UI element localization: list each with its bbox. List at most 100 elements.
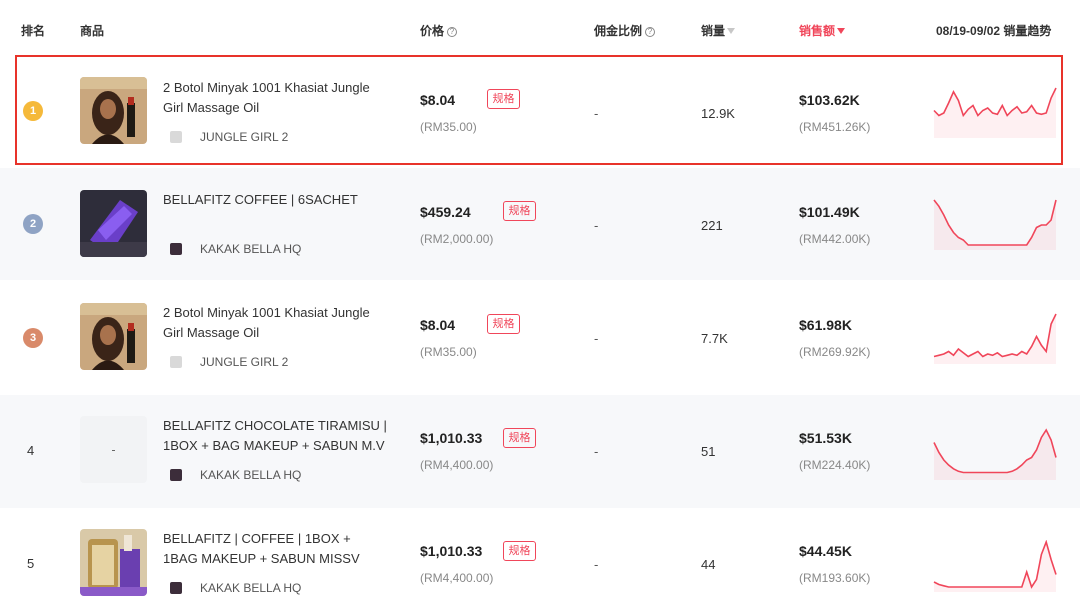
product-name[interactable]: 2 Botol Minyak 1001 Khasiat Jungle Girl …	[163, 80, 370, 115]
sparkline-area	[934, 200, 1056, 250]
sales-count: 12.9K	[701, 106, 735, 121]
table-row[interactable]: 3 2 Botol Minyak 1001 Khasiat Jungle Gir…	[0, 280, 1080, 395]
product-name[interactable]: BELLAFITZ CHOCOLATE TIRAMISU | 1BOX + BA…	[163, 418, 387, 453]
commission: -	[594, 218, 599, 233]
sales-trend-sparkline	[933, 87, 1057, 138]
sparkline-area	[934, 430, 1056, 480]
sparkline-line	[933, 87, 1057, 118]
shop-name[interactable]: KAKAK BELLA HQ	[170, 581, 301, 595]
revenue-local: (RM269.92K)	[799, 345, 871, 359]
shop-label: KAKAK BELLA HQ	[200, 242, 302, 256]
sales-count: 51	[701, 444, 716, 459]
sort-down-icon	[727, 28, 736, 34]
price-local: (RM2,000.00)	[420, 232, 494, 246]
sales-trend-sparkline	[933, 428, 1057, 480]
product-thumbnail[interactable]	[80, 190, 147, 257]
header-revenue-label: 销售额	[799, 24, 836, 38]
shop-icon	[170, 243, 182, 255]
table-row[interactable]: 1 2 Botol Minyak 1001 Khasiat Jungle Gir…	[0, 56, 1080, 168]
product-name[interactable]: BELLAFITZ COFFEE | 6SACHET	[163, 192, 358, 207]
price: $459.24	[420, 204, 471, 220]
shop-name[interactable]: JUNGLE GIRL 2	[170, 355, 288, 369]
price-local: (RM35.00)	[420, 120, 477, 134]
bronze-medal-icon: 3	[23, 328, 43, 348]
header-price[interactable]: 价格?	[420, 22, 458, 39]
product-thumbnail-placeholder[interactable]	[80, 416, 147, 483]
spec-button[interactable]: 规格	[487, 314, 520, 334]
shop-icon	[170, 356, 182, 368]
revenue: $44.45K	[799, 543, 852, 559]
product-name[interactable]: BELLAFITZ | COFFEE | 1BOX + 1BAG MAKEUP …	[163, 531, 360, 566]
sales-count: 44	[701, 557, 716, 572]
header-rank: 排名	[21, 24, 46, 38]
revenue-local: (RM224.40K)	[799, 458, 871, 472]
shop-icon	[170, 582, 182, 594]
image-placeholder-icon	[112, 450, 115, 451]
header-product: 商品	[80, 24, 105, 38]
sales-count: 221	[701, 218, 723, 233]
price-local: (RM4,400.00)	[420, 571, 494, 585]
help-icon[interactable]: ?	[645, 27, 656, 37]
header-price-label: 价格	[420, 24, 445, 38]
commission: -	[594, 106, 599, 121]
product-thumbnail[interactable]	[80, 303, 147, 370]
price-local: (RM35.00)	[420, 345, 477, 359]
product-thumbnail[interactable]	[80, 77, 147, 144]
product-name[interactable]: 2 Botol Minyak 1001 Khasiat Jungle Girl …	[163, 305, 370, 340]
revenue: $101.49K	[799, 204, 860, 220]
header-commission[interactable]: 佣金比例?	[594, 22, 656, 39]
price: $1,010.33	[420, 430, 483, 446]
sparkline-area	[934, 542, 1056, 592]
sparkline-area	[934, 88, 1056, 138]
revenue-local: (RM442.00K)	[799, 232, 871, 246]
help-icon[interactable]: ?	[447, 27, 458, 37]
shop-icon	[170, 469, 182, 481]
rank-number: 5	[27, 556, 35, 571]
header-revenue-sort[interactable]: 销售额	[799, 22, 846, 39]
price-local: (RM4,400.00)	[420, 458, 494, 472]
table-row[interactable]: 4 BELLAFITZ CHOCOLATE TIRAMISU | 1BOX + …	[0, 395, 1080, 508]
price: $8.04	[420, 92, 456, 108]
header-sales-sort[interactable]: 销量	[701, 22, 736, 39]
shop-name[interactable]: JUNGLE GIRL 2	[170, 130, 288, 144]
spec-button[interactable]: 规格	[503, 541, 536, 561]
sparkline-line	[933, 540, 1057, 589]
spec-button[interactable]: 规格	[503, 428, 536, 448]
spec-button[interactable]: 规格	[503, 201, 536, 221]
header-commission-label: 佣金比例	[594, 24, 643, 38]
sparkline-line	[933, 313, 1057, 358]
shop-icon	[170, 131, 182, 143]
price: $8.04	[420, 317, 456, 333]
revenue: $103.62K	[799, 92, 860, 108]
product-thumbnail[interactable]	[80, 529, 147, 596]
revenue: $51.53K	[799, 430, 852, 446]
commission: -	[594, 557, 599, 572]
sales-trend-sparkline	[933, 313, 1057, 364]
header-sales-label: 销量	[701, 24, 726, 38]
silver-medal-icon: 2	[23, 214, 43, 234]
header-trend: 08/19-09/02 销量趋势	[936, 24, 1052, 38]
table-header: 排名 商品 价格? 佣金比例? 销量 销售额 08/19-09/02 销量趋势	[0, 0, 1080, 56]
sales-trend-sparkline	[933, 199, 1057, 250]
revenue: $61.98K	[799, 317, 852, 333]
sales-count: 7.7K	[701, 331, 728, 346]
rank-number: 4	[27, 443, 35, 458]
shop-label: KAKAK BELLA HQ	[200, 581, 302, 595]
revenue-local: (RM451.26K)	[799, 120, 871, 134]
sparkline-line	[933, 428, 1057, 474]
shop-name[interactable]: KAKAK BELLA HQ	[170, 242, 301, 256]
price: $1,010.33	[420, 543, 483, 559]
shop-label: JUNGLE GIRL 2	[200, 355, 289, 369]
sparkline-area	[934, 314, 1056, 364]
sparkline-line	[933, 199, 1057, 246]
sales-trend-sparkline	[933, 540, 1057, 592]
spec-button[interactable]: 规格	[487, 89, 520, 109]
shop-label: KAKAK BELLA HQ	[200, 468, 302, 482]
shop-name[interactable]: KAKAK BELLA HQ	[170, 468, 301, 482]
gold-medal-icon: 1	[23, 101, 43, 121]
table-row[interactable]: 2 BELLAFITZ COFFEE | 6SACHET KAKAK BELLA…	[0, 168, 1080, 280]
sort-down-active-icon	[837, 28, 846, 34]
shop-label: JUNGLE GIRL 2	[200, 130, 289, 144]
table-row[interactable]: 5 BELLAFITZ | COFFEE | 1BOX + 1BAG MAKEU…	[0, 508, 1080, 613]
commission: -	[594, 444, 599, 459]
